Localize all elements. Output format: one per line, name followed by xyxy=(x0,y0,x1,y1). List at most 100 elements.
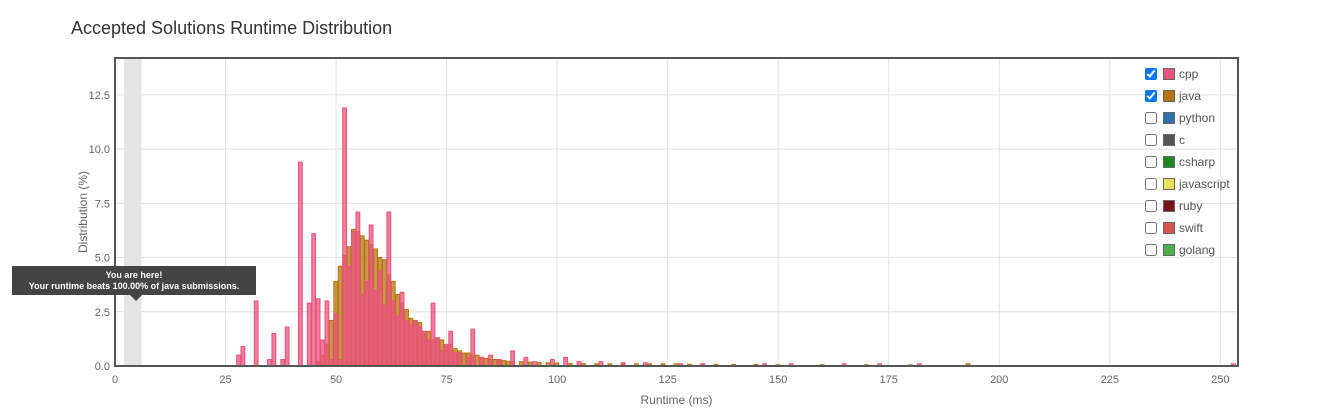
cpp-bar xyxy=(306,302,312,367)
cpp-bar xyxy=(465,356,471,367)
golang-checkbox[interactable] xyxy=(1145,244,1157,256)
x-tick-label: 125 xyxy=(658,374,676,386)
cpp-bar xyxy=(315,298,321,367)
java-swatch xyxy=(1163,90,1175,102)
x-tick-label: 100 xyxy=(548,374,566,386)
y-axis-label: Distribution (%) xyxy=(76,171,90,253)
cpp-bar xyxy=(404,319,409,367)
cpp-bar xyxy=(355,211,361,367)
cpp-bar xyxy=(346,265,352,367)
cpp-bar xyxy=(364,280,370,367)
legend-item-c[interactable]: c xyxy=(1145,129,1245,151)
cpp-bar xyxy=(439,350,445,367)
javascript-checkbox[interactable] xyxy=(1145,178,1157,190)
cpp-bar xyxy=(320,339,325,367)
python-swatch xyxy=(1163,112,1175,124)
csharp-swatch xyxy=(1163,156,1175,168)
cpp-bar xyxy=(408,324,414,367)
python-checkbox[interactable] xyxy=(1145,112,1157,124)
cpp-bar xyxy=(381,304,387,367)
golang-swatch xyxy=(1163,244,1175,256)
legend-item-csharp[interactable]: csharp xyxy=(1145,151,1245,173)
cpp-bar xyxy=(253,300,259,367)
javascript-swatch xyxy=(1163,178,1175,190)
cpp-bar xyxy=(417,326,423,367)
ruby-label: ruby xyxy=(1179,199,1203,213)
ruby-checkbox[interactable] xyxy=(1145,200,1157,212)
cpp-bar xyxy=(488,354,493,367)
cpp-bar xyxy=(479,356,485,367)
java-bar xyxy=(337,265,343,367)
legend-item-golang[interactable]: golang xyxy=(1145,239,1245,261)
y-tick-label: 12.5 xyxy=(89,90,110,102)
legend-item-ruby[interactable]: ruby xyxy=(1145,195,1245,217)
cpp-bar xyxy=(421,330,427,367)
cpp-bar xyxy=(240,345,246,367)
y-tick-label: 7.5 xyxy=(95,198,110,210)
cpp-bar xyxy=(236,354,241,367)
cpp-bar xyxy=(377,270,383,367)
cpp-bar xyxy=(399,291,405,367)
runtime-tooltip: You are here! Your runtime beats 100.00%… xyxy=(12,266,256,295)
cpp-series xyxy=(236,107,1236,367)
cpp-bar xyxy=(342,107,348,367)
cpp-bar xyxy=(284,326,290,367)
java-bar xyxy=(483,357,489,367)
x-tick-label: 175 xyxy=(880,374,898,386)
y-axis-ticks: 0.0 2.5 5.0 7.5 10.0 12.5 xyxy=(89,90,110,373)
swift-swatch xyxy=(1163,222,1175,234)
cpp-bar xyxy=(311,233,317,367)
cpp-bar xyxy=(351,231,356,367)
java-checkbox[interactable] xyxy=(1145,90,1157,102)
tooltip-arrow xyxy=(130,295,142,301)
x-tick-label: 25 xyxy=(219,374,231,386)
cpp-bar xyxy=(563,356,569,367)
java-label: java xyxy=(1179,89,1202,103)
csharp-checkbox[interactable] xyxy=(1145,156,1157,168)
cpp-bar xyxy=(523,356,529,367)
swift-checkbox[interactable] xyxy=(1145,222,1157,234)
x-tick-label: 250 xyxy=(1211,374,1229,386)
legend-item-swift[interactable]: swift xyxy=(1145,217,1245,239)
java-bar xyxy=(461,352,467,367)
cpp-swatch xyxy=(1163,68,1175,80)
grid-lines xyxy=(114,58,1238,367)
cpp-checkbox[interactable] xyxy=(1145,68,1157,80)
javascript-label: javascript xyxy=(1179,177,1230,191)
cpp-bar xyxy=(359,293,365,367)
cpp-bar xyxy=(430,302,436,367)
cpp-bar xyxy=(470,328,476,367)
x-tick-label: 150 xyxy=(769,374,787,386)
cpp-bar xyxy=(390,300,396,367)
x-tick-label: 200 xyxy=(990,374,1008,386)
cpp-bar xyxy=(271,332,277,367)
legend-item-javascript[interactable]: javascript xyxy=(1145,173,1245,195)
current-runtime-band xyxy=(123,58,142,366)
ruby-swatch xyxy=(1163,200,1175,212)
cpp-bar xyxy=(448,330,454,367)
x-tick-label: 50 xyxy=(330,374,342,386)
cpp-bar xyxy=(426,339,432,367)
chart-title: Accepted Solutions Runtime Distribution xyxy=(71,18,393,38)
cpp-bar xyxy=(333,313,339,367)
tooltip-line-1: You are here! xyxy=(105,270,163,280)
cpp-bar xyxy=(373,289,378,367)
x-axis-label: Runtime (ms) xyxy=(640,393,712,407)
cpp-bar xyxy=(297,161,303,367)
java-bar xyxy=(474,354,480,367)
legend-item-java[interactable]: java xyxy=(1145,85,1245,107)
x-tick-label: 225 xyxy=(1101,374,1119,386)
csharp-label: csharp xyxy=(1179,155,1216,169)
legend: cpp java python c csharp javascript ruby… xyxy=(1145,63,1245,261)
legend-item-cpp[interactable]: cpp xyxy=(1145,63,1245,85)
y-tick-label: 5.0 xyxy=(95,253,110,265)
y-tick-label: 0.0 xyxy=(95,361,110,373)
c-label: c xyxy=(1179,133,1185,147)
tooltip-line-2: Your runtime beats 100.00% of java submi… xyxy=(28,281,240,291)
cpp-bar xyxy=(443,343,449,367)
cpp-bar xyxy=(510,350,516,367)
legend-item-python[interactable]: python xyxy=(1145,107,1245,129)
x-tick-label: 0 xyxy=(112,374,118,386)
c-checkbox[interactable] xyxy=(1145,134,1157,146)
